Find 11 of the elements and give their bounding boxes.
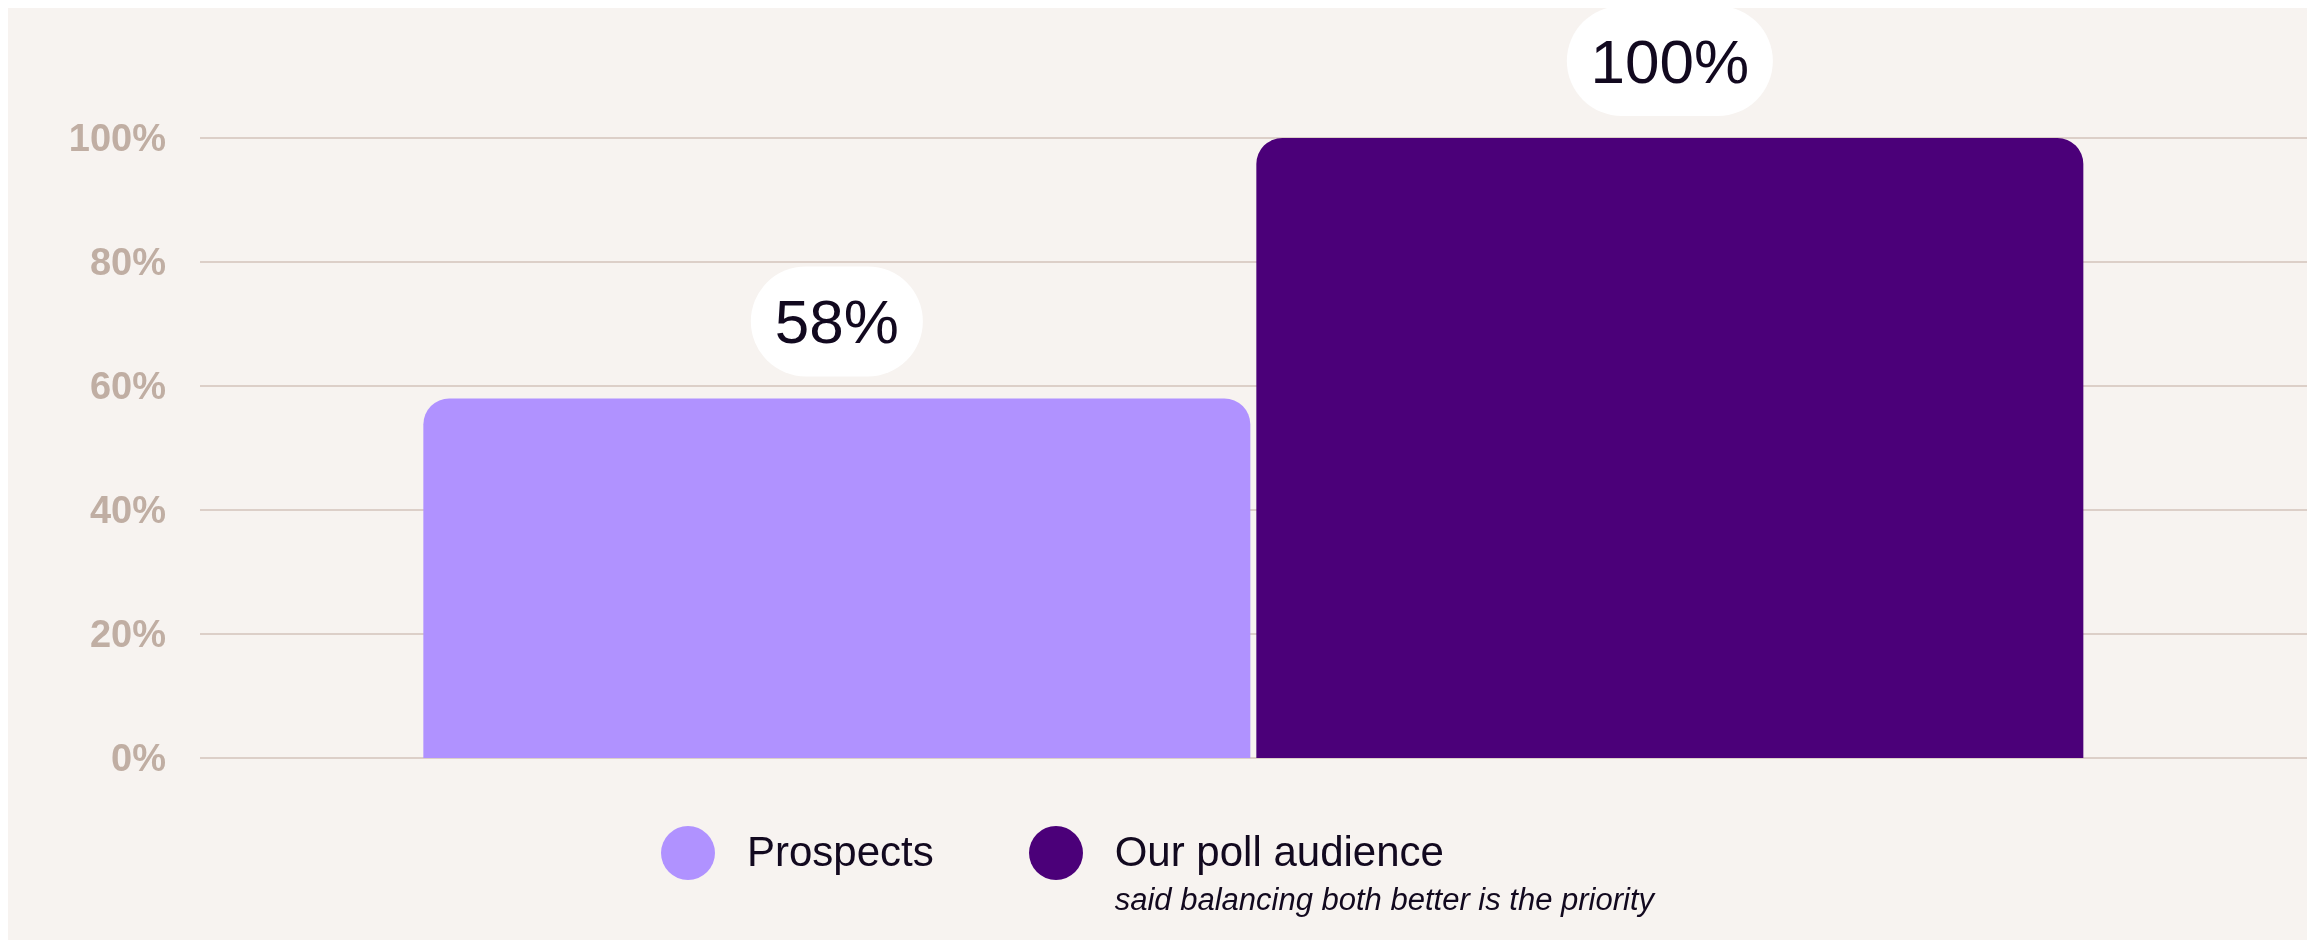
legend-label: Our poll audience xyxy=(1114,828,1445,876)
text: said balancing both better is the priority xyxy=(1114,882,1655,918)
y-tick-label: 40% xyxy=(89,489,166,532)
y-tick-label: 20% xyxy=(89,613,166,656)
legend-label: Prospects xyxy=(746,828,934,876)
text: 100% xyxy=(1590,26,1750,96)
y-tick-label: 80% xyxy=(89,241,166,284)
y-tick-label: 60% xyxy=(89,365,166,408)
y-tick-label: 0% xyxy=(111,737,166,780)
y-tick-label: 100% xyxy=(68,117,166,160)
text: 58% xyxy=(774,286,899,356)
